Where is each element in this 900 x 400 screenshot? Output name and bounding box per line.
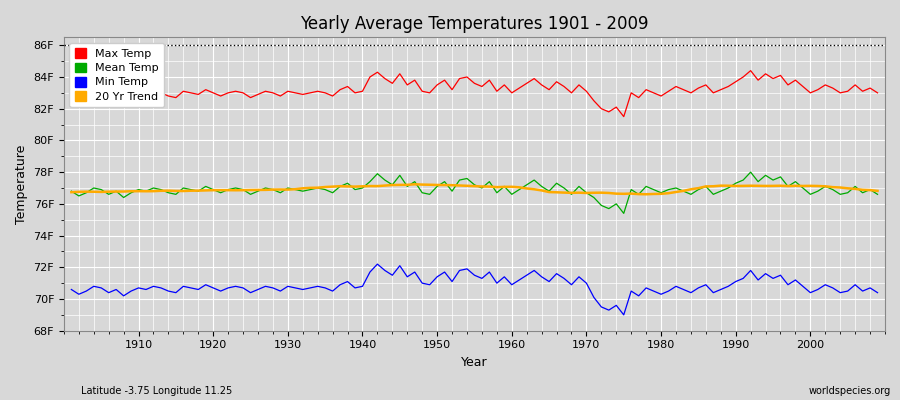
Text: worldspecies.org: worldspecies.org: [809, 386, 891, 396]
X-axis label: Year: Year: [461, 356, 488, 369]
Title: Yearly Average Temperatures 1901 - 2009: Yearly Average Temperatures 1901 - 2009: [301, 15, 649, 33]
Legend: Max Temp, Mean Temp, Min Temp, 20 Yr Trend: Max Temp, Mean Temp, Min Temp, 20 Yr Tre…: [69, 43, 164, 107]
Y-axis label: Temperature: Temperature: [15, 144, 28, 224]
Text: Latitude -3.75 Longitude 11.25: Latitude -3.75 Longitude 11.25: [81, 386, 232, 396]
